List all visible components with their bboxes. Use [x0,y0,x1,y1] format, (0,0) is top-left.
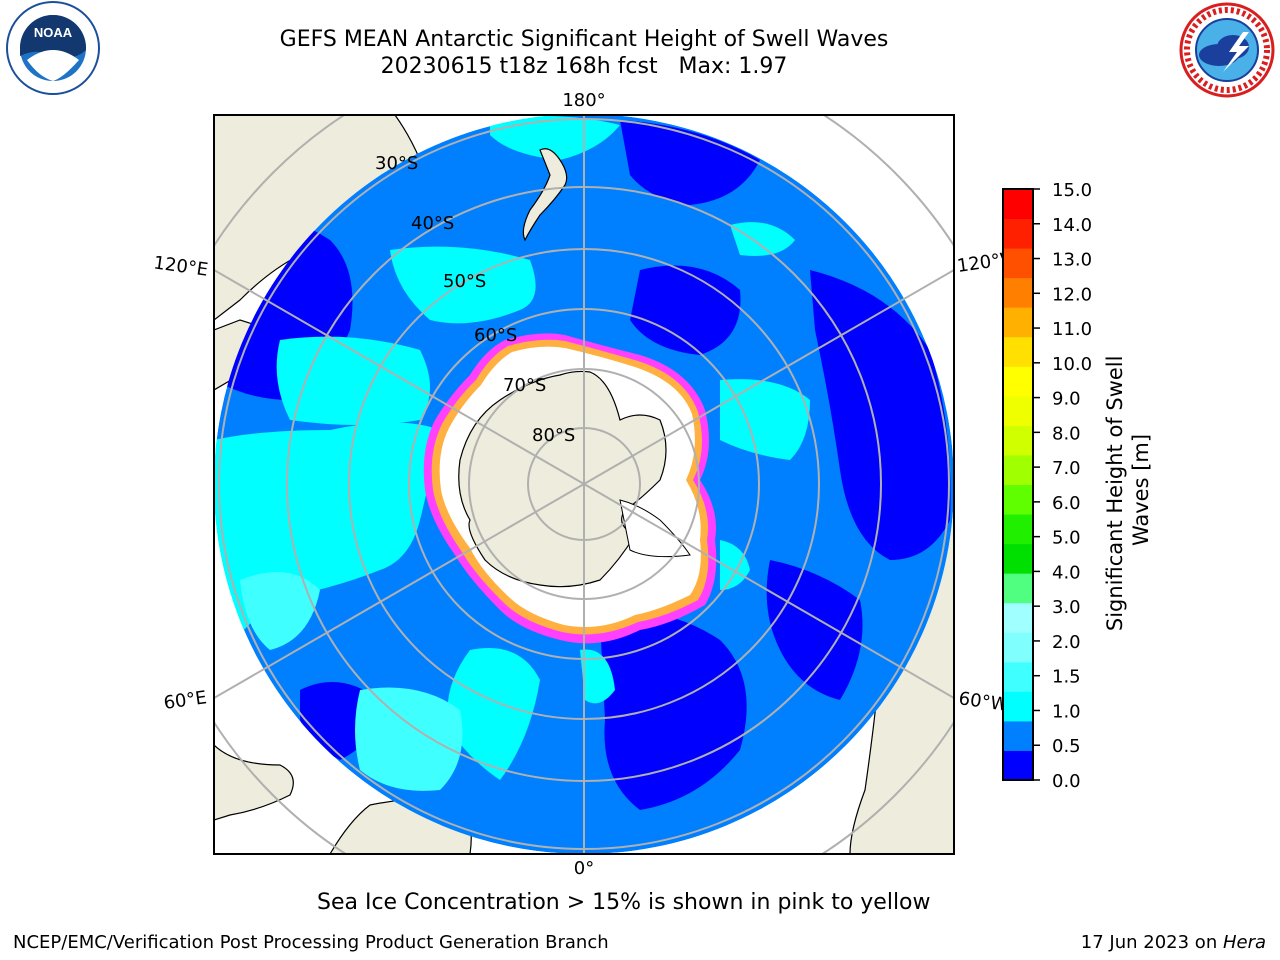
sea-ice-note: Sea Ice Concentration > 15% is shown in … [317,890,931,915]
colorbar-tick-label: 13.0 [1052,250,1092,271]
lat-label-50s: 50°S [443,271,486,292]
colorbar-tick-label: 4.0 [1052,562,1081,583]
colorbar-swatch [1003,366,1033,397]
lon-label-0: 0° [574,858,594,879]
lon-label-60w: 60°W [957,688,1009,716]
colorbar-swatch [1003,543,1033,574]
colorbar-swatch [1003,720,1033,751]
colorbar-swatch [1003,750,1033,781]
date-prefix: 17 Jun 2023 on [1080,932,1223,953]
colorbar-tick-label: 1.0 [1052,701,1081,722]
colorbar-title: Significant Height of Swell Waves [m] [1104,349,1153,632]
nws-logo-icon [1179,2,1275,98]
colorbar-swatch [1003,454,1033,485]
colorbar-swatch [1003,484,1033,515]
antarctica-land [458,370,667,588]
colorbar-swatch [1003,425,1033,456]
colorbar-swatch [1003,514,1033,545]
title-line-1: GEFS MEAN Antarctic Significant Height o… [279,27,889,52]
credit-text: NCEP/EMC/Verification Post Processing Pr… [13,932,609,953]
lat-label-40s: 40°S [411,213,454,234]
colorbar-tick-label: 15.0 [1052,180,1092,201]
colorbar-ticks: 15.0 14.0 13.0 12.0 11.0 10.0 9.0 8.0 7.0 6.0 5.0 4… [1033,180,1092,792]
map-frame [213,114,955,855]
lon-label-60e: 60°E [162,687,208,714]
lon-label-120e: 120°E [152,252,209,280]
lat-label-70s: 70°S [503,375,546,396]
colorbar-swatch [1003,248,1033,279]
colorbar-title-line1: Significant Height of Swell [1104,356,1127,632]
colorbar-tick-label: 1.5 [1052,667,1081,688]
graticule [214,115,954,854]
colorbar-frame [1002,188,1034,781]
colorbar-swatch [1003,307,1033,338]
colorbar-title-line2: Waves [m] [1129,434,1153,546]
colorbar-tick-label: 10.0 [1052,354,1092,375]
title-line-2: 20230615 t18z 168h fcst Max: 1.97 [380,54,788,79]
colorbar-swatch [1003,336,1033,367]
colorbar-swatch [1003,218,1033,249]
noaa-logo-text: NOAA [34,25,73,40]
colorbar-tick-label: 12.0 [1052,284,1092,305]
date-text: 17 Jun 2023 on Hera [1081,932,1266,953]
map-layers [214,115,954,854]
colorbar-swatch [1003,189,1033,220]
lat-label-30s: 30°S [375,153,418,174]
colorbar-swatch [1003,602,1033,633]
colorbar-swatch [1003,632,1033,663]
colorbar-tick-label: 0.5 [1052,736,1081,757]
colorbar-swatch [1003,573,1033,604]
colorbar-swatch [1003,661,1033,692]
new-zealand-land [522,148,568,242]
colorbar [1003,189,1033,781]
colorbar-swatch [1003,691,1033,722]
lat-label-80s: 80°S [532,425,575,446]
noaa-logo-icon: NOAA [6,1,100,95]
colorbar-tick-label: 11.0 [1052,319,1092,340]
colorbar-tick-label: 14.0 [1052,215,1092,236]
lat-label-60s: 60°S [474,325,517,346]
colorbar-tick-label: 9.0 [1052,389,1081,410]
swell-band-1.5-2 [240,572,463,791]
host-name: Hera [1222,932,1266,953]
lon-label-180: 180° [562,90,605,111]
colorbar-swatch [1003,395,1033,426]
colorbar-tick-label: 3.0 [1052,597,1081,618]
colorbar-tick-label: 0.0 [1052,771,1081,792]
colorbar-swatch [1003,277,1033,308]
colorbar-tick-label: 2.0 [1052,632,1081,653]
colorbar-tick-label: 5.0 [1052,528,1081,549]
colorbar-tick-label: 6.0 [1052,493,1081,514]
colorbar-tick-label: 7.0 [1052,458,1081,479]
colorbar-tick-label: 8.0 [1052,423,1081,444]
svg-text:Significant Height of Swell: Significant Height of Swell Waves [m] [1104,349,1153,631]
